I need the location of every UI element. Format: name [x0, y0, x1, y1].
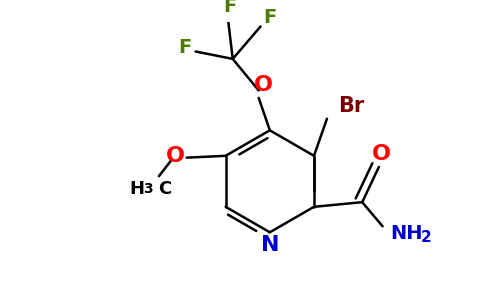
Text: Br: Br: [338, 96, 364, 116]
Text: N: N: [260, 235, 279, 255]
Text: O: O: [166, 146, 185, 166]
Text: F: F: [178, 38, 191, 57]
Text: O: O: [372, 144, 391, 164]
Text: F: F: [263, 8, 276, 27]
Text: C: C: [158, 180, 171, 198]
Text: 2: 2: [421, 230, 432, 245]
Text: F: F: [223, 0, 237, 16]
Text: O: O: [254, 75, 273, 95]
Text: H: H: [129, 180, 144, 198]
Text: 3: 3: [143, 182, 152, 196]
Text: NH: NH: [391, 224, 423, 243]
